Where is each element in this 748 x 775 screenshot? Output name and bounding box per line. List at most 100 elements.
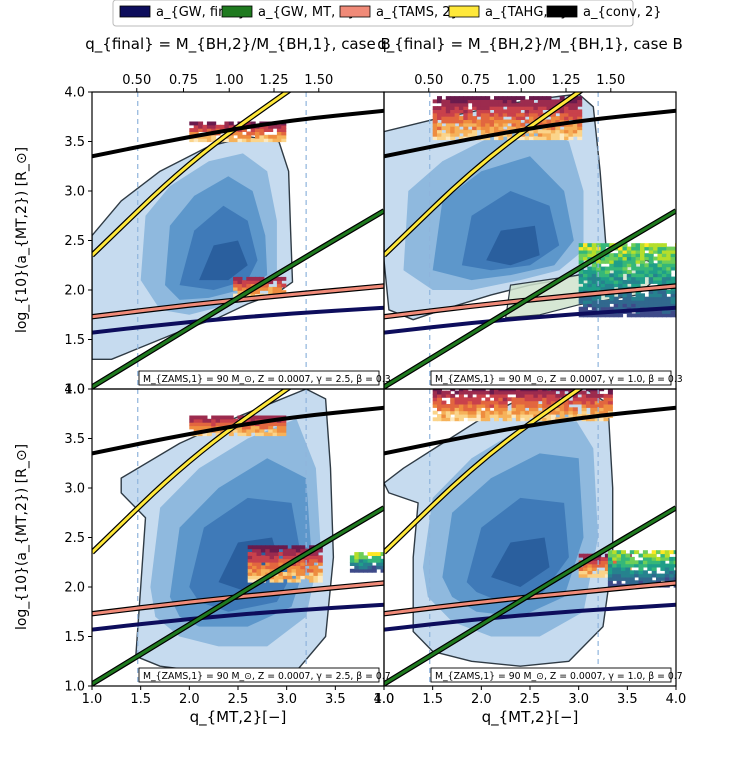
heatmap-cell	[278, 558, 284, 563]
heatmap-cell	[613, 263, 619, 268]
heatmap-cell	[189, 425, 195, 430]
heatmap-cell	[255, 276, 260, 281]
heatmap-cell	[626, 313, 632, 318]
heatmap-cell	[559, 129, 565, 134]
heatmap-cell	[604, 560, 610, 565]
heatmap-cell	[596, 270, 602, 274]
heatmap-cell	[622, 293, 628, 298]
heatmap-cell	[437, 126, 442, 131]
heatmap-cell	[653, 313, 659, 318]
heatmap-cell	[228, 415, 234, 420]
heatmap-cell	[263, 432, 269, 437]
heatmap-cell	[376, 562, 382, 566]
heatmap-cell	[520, 116, 526, 120]
heatmap-cell	[485, 126, 491, 131]
heatmap-cell	[577, 112, 583, 117]
heatmap-cell	[295, 545, 301, 550]
heatmap-cell	[670, 256, 676, 261]
heatmap-cell	[618, 276, 624, 281]
heatmap-cell	[586, 400, 591, 405]
y-axis-title-top: log_{10}(a_{MT,2}) [R_⊙]	[14, 147, 30, 333]
heatmap-cell	[599, 407, 605, 412]
heatmap-cell	[626, 259, 632, 264]
heatmap-cell	[256, 555, 262, 560]
heatmap-cell	[304, 575, 310, 580]
heatmap-cell	[626, 306, 632, 311]
legend: a_{GW, final} a_{GW, MT, 2} a_{TAMS, 2} …	[112, 0, 662, 27]
heatmap-cell	[467, 414, 473, 418]
heatmap-cell	[485, 112, 491, 117]
heatmap-cell	[613, 256, 619, 261]
heatmap-cell	[281, 283, 287, 288]
heatmap-cell	[621, 567, 626, 571]
heatmap-cell	[269, 565, 275, 570]
annotation-box	[138, 370, 380, 386]
heatmap-cell	[476, 96, 482, 100]
heatmap-cell	[211, 425, 217, 430]
heatmap-cell	[622, 263, 628, 268]
heatmap-cell	[546, 404, 552, 408]
heatmap-cell	[309, 578, 315, 583]
heatmap-cell	[502, 407, 508, 412]
heatmap-cell	[432, 390, 438, 395]
heatmap-cell	[669, 563, 675, 568]
panel-bottom-left	[92, 389, 384, 686]
heatmap-cell	[515, 102, 521, 107]
heatmap-cell	[596, 563, 602, 568]
heatmap-cell	[537, 393, 543, 398]
heatmap-cell	[529, 397, 534, 402]
heatmap-cell	[640, 263, 645, 268]
heatmap-cell	[616, 567, 622, 571]
heatmap-cell	[476, 119, 482, 124]
heatmap-cell	[607, 390, 613, 395]
heatmap-cell	[653, 310, 659, 314]
heatmap-cell	[458, 414, 464, 418]
heatmap-cell	[591, 266, 597, 271]
annotation-box	[138, 667, 380, 683]
heatmap-cell	[198, 432, 204, 437]
heatmap-cell	[670, 293, 676, 298]
heatmap-cell	[640, 259, 645, 264]
heatmap-cell	[644, 263, 650, 268]
heatmap-cell	[476, 414, 482, 418]
heatmap-cell	[600, 557, 606, 561]
heatmap-cell	[590, 393, 596, 398]
heatmap-cell	[463, 397, 469, 402]
heatmap-cell	[263, 415, 269, 420]
heatmap-cell	[564, 102, 570, 107]
heatmap-cell	[268, 280, 274, 285]
heatmap-cell	[618, 249, 624, 254]
heatmap-cell	[670, 300, 676, 304]
heatmap-cell	[648, 296, 654, 301]
heatmap-cell	[600, 276, 606, 281]
heatmap-cell	[590, 397, 596, 402]
heatmap-cell	[432, 109, 438, 114]
heatmap-cell	[281, 124, 287, 129]
heatmap-cell	[546, 397, 552, 402]
heatmap-cell	[594, 407, 600, 412]
heatmap-cell	[278, 578, 284, 583]
heatmap-cell	[635, 259, 641, 264]
heatmap-cell	[635, 243, 641, 248]
heatmap-cell	[467, 119, 473, 124]
heatmap-cell	[309, 572, 315, 576]
heatmap-cell	[450, 102, 456, 107]
heatmap-cell	[202, 425, 208, 430]
heatmap-cell	[647, 580, 653, 585]
heatmap-cell	[599, 404, 605, 408]
heatmap-cell	[489, 106, 495, 110]
heatmap-cell	[189, 418, 195, 423]
heatmap-cell	[274, 555, 279, 560]
heatmap-cell	[591, 283, 597, 288]
heatmap-cell	[524, 390, 530, 395]
heatmap-cell	[520, 404, 526, 408]
heatmap-cell	[644, 313, 650, 318]
heatmap-cell	[670, 276, 676, 281]
heatmap-cell	[660, 556, 666, 561]
heatmap-cell	[631, 246, 637, 251]
heatmap-cell	[520, 400, 526, 405]
heatmap-cell	[651, 550, 657, 555]
heatmap-cell	[600, 560, 606, 565]
heatmap-cell	[263, 128, 269, 132]
heatmap-cell	[648, 313, 654, 318]
